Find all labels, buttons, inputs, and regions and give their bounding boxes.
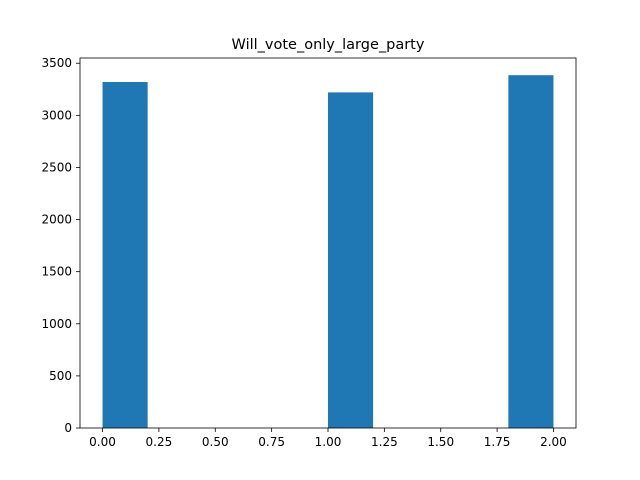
x-tick-label: 0.25 [146,435,173,449]
y-axis: 0 500 1000 1500 2000 2500 3000 3500 [41,56,80,435]
y-tick-label: 0 [64,421,72,435]
y-tick-label: 3500 [41,56,72,70]
chart-title: Will_vote_only_large_party [232,37,425,53]
plot-frame [79,57,577,429]
x-tick-label: 1.00 [315,435,342,449]
x-axis: 0.00 0.25 0.50 0.75 1.00 1.25 1.50 1.75 2.00 [89,428,567,449]
y-tick-label: 500 [49,369,72,383]
x-tick-label: 1.75 [484,435,511,449]
bars-group [102,75,554,429]
x-tick-label: 0.50 [202,435,229,449]
y-tick-label: 1500 [41,265,72,279]
x-tick-label: 1.25 [371,435,398,449]
x-tick-label: 0.75 [258,435,285,449]
bar-0 [102,81,148,428]
y-tick-label: 2000 [41,213,72,227]
x-tick-label: 2.00 [540,435,567,449]
bar-2 [508,75,554,429]
x-tick-label: 0.00 [89,435,116,449]
y-tick-label: 2500 [41,160,72,174]
y-tick-label: 1000 [41,317,72,331]
y-tick-label: 3000 [41,108,72,122]
bar-1 [328,92,374,429]
x-tick-label: 1.50 [427,435,454,449]
